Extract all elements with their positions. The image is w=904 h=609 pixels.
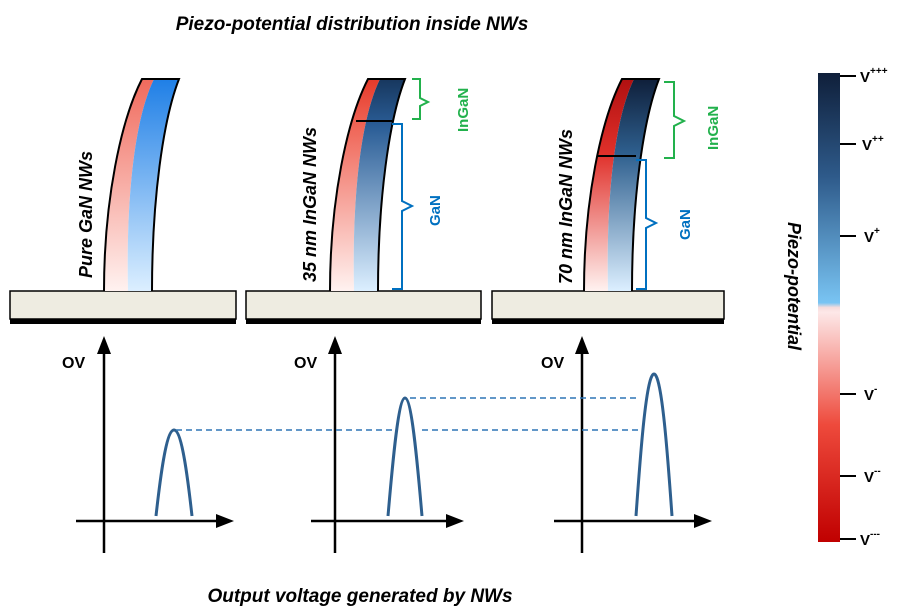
y-axis-arrowhead — [575, 336, 589, 354]
figure-footer: Output voltage generated by NWs — [207, 586, 512, 607]
substrate-shadow — [10, 319, 236, 324]
nanowire-red-half — [330, 79, 380, 291]
substrate — [245, 290, 482, 320]
nanowire-outline — [103, 78, 181, 292]
ingan-bracket — [412, 78, 431, 120]
scale-tick-label: V — [860, 532, 870, 549]
substrate-shadow — [246, 319, 481, 324]
nanowire-label: 35 nm InGaN NWs — [300, 127, 320, 282]
svg-text:V---: V--- — [860, 529, 880, 549]
svg-text:V+: V+ — [864, 226, 880, 246]
nanowire-blue-half — [353, 79, 405, 291]
ingan-bracket — [664, 81, 687, 159]
svg-text:V+++: V+++ — [860, 66, 888, 86]
panel-pure-gan: Pure GaN NWs — [9, 78, 237, 324]
ingan-bracket-label: InGaN — [455, 88, 472, 132]
scale-tick-sup: --- — [870, 529, 880, 540]
scale-tick-label: V — [864, 469, 874, 486]
gan-bracket — [636, 159, 659, 290]
scale-tick: V++ — [840, 134, 884, 154]
svg-text:V++: V++ — [862, 134, 884, 154]
substrate-shadow — [492, 319, 724, 324]
svg-text:V--: V-- — [864, 466, 881, 486]
voltage-peak — [634, 372, 674, 517]
y-axis-arrowhead — [328, 336, 342, 354]
x-axis-arrowhead — [216, 514, 234, 528]
y-axis-arrowhead — [97, 336, 111, 354]
scale-tick-sup: + — [874, 226, 880, 237]
y-axis-label: OV — [541, 355, 564, 372]
plot-70nm-ingan: OV — [541, 336, 712, 553]
voltage-peak — [386, 396, 424, 517]
substrate — [491, 290, 725, 320]
scale-tick-sup: - — [874, 384, 877, 395]
y-axis-label: OV — [294, 355, 317, 372]
scale-tick-label: V — [860, 69, 870, 86]
nanowire-outline — [583, 78, 661, 292]
y-axis-label: OV — [62, 355, 85, 372]
scale-tick: V- — [840, 384, 877, 404]
nanowire-red-half — [584, 79, 634, 291]
scale-tick: V-- — [840, 466, 881, 486]
gan-bracket-label: GaN — [677, 209, 694, 240]
color-scale-bar — [818, 73, 840, 542]
svg-text:V-: V- — [864, 384, 877, 404]
scale-tick-label: V — [864, 229, 874, 246]
scale-tick-sup: +++ — [870, 66, 888, 77]
panel-35nm-ingan: 35 nm InGaN NWs InGaN GaN — [245, 78, 482, 324]
color-scale: V+++ V++ V+ V- V-- V--- Piezo-potential — [784, 66, 888, 549]
scale-tick-sup: ++ — [872, 134, 884, 145]
nanowire-red-half — [104, 79, 154, 291]
nanowire-label: 70 nm InGaN NWs — [556, 129, 576, 284]
scale-tick: V+ — [840, 226, 880, 246]
figure-title: Piezo-potential distribution inside NWs — [176, 14, 529, 35]
voltage-peak — [154, 428, 194, 517]
scale-tick-sup: -- — [874, 466, 881, 477]
gan-bracket-label: GaN — [427, 195, 444, 226]
scale-tick-label: V — [864, 387, 874, 404]
scale-tick-label: V — [862, 137, 872, 154]
color-scale-title: Piezo-potential — [784, 222, 804, 351]
nanowire-label: Pure GaN NWs — [76, 151, 96, 278]
plot-35nm-ingan: OV — [294, 336, 464, 553]
nanowire-blue-half — [607, 79, 659, 291]
gan-bracket — [392, 123, 415, 290]
nanowire-outline — [329, 78, 407, 292]
plot-pure-gan: OV — [62, 336, 234, 553]
nanowire-blue-half — [127, 79, 179, 291]
x-axis-arrowhead — [446, 514, 464, 528]
scale-tick: V+++ — [840, 66, 888, 86]
ingan-bracket-label: InGaN — [705, 106, 722, 150]
scale-tick: V--- — [840, 529, 880, 549]
x-axis-arrowhead — [694, 514, 712, 528]
substrate — [9, 290, 237, 320]
panel-70nm-ingan: 70 nm InGaN NWs InGaN GaN — [491, 78, 725, 324]
